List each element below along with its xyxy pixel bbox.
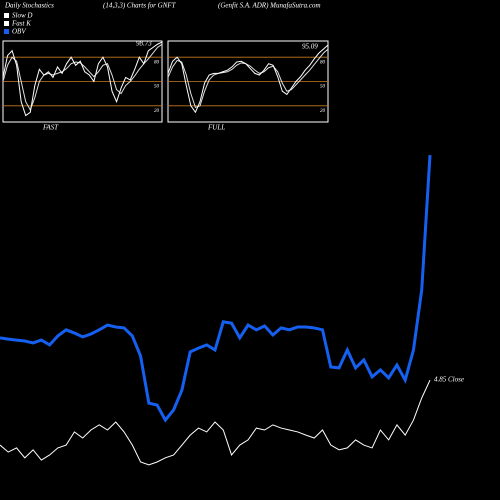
legend-label: Slow D — [12, 12, 32, 20]
series-line — [0, 379, 431, 466]
last-value-label: 98.73 — [136, 40, 152, 48]
source: (Genfit S.A. ADR) MunafaSutra.com — [218, 2, 321, 10]
subtitle: (14,3,3) Charts for GNFT — [103, 2, 177, 10]
y-tick-label: 20 — [320, 109, 326, 114]
title: Daily Stochastics — [4, 2, 54, 10]
legend-swatch — [4, 29, 9, 34]
close-annotation: 4.85 Close — [434, 376, 464, 384]
y-tick-label: 50 — [154, 85, 160, 90]
y-tick-label: 80 — [154, 60, 160, 65]
series-line — [2, 41, 163, 117]
legend-swatch — [4, 13, 9, 18]
y-tick-label: 80 — [320, 60, 326, 65]
legend-swatch — [4, 21, 9, 26]
panel-label: FULL — [207, 124, 225, 132]
legend-label: OBV — [12, 28, 26, 36]
series-line — [167, 48, 329, 109]
series-line — [167, 44, 329, 114]
series-line — [0, 155, 432, 423]
y-tick-label: 20 — [154, 109, 160, 114]
legend-label: Fast K — [11, 20, 31, 28]
last-value-label: 95.09 — [302, 43, 318, 51]
panel-label: FAST — [42, 124, 59, 132]
y-tick-label: 50 — [320, 85, 326, 90]
series-line — [2, 43, 163, 112]
